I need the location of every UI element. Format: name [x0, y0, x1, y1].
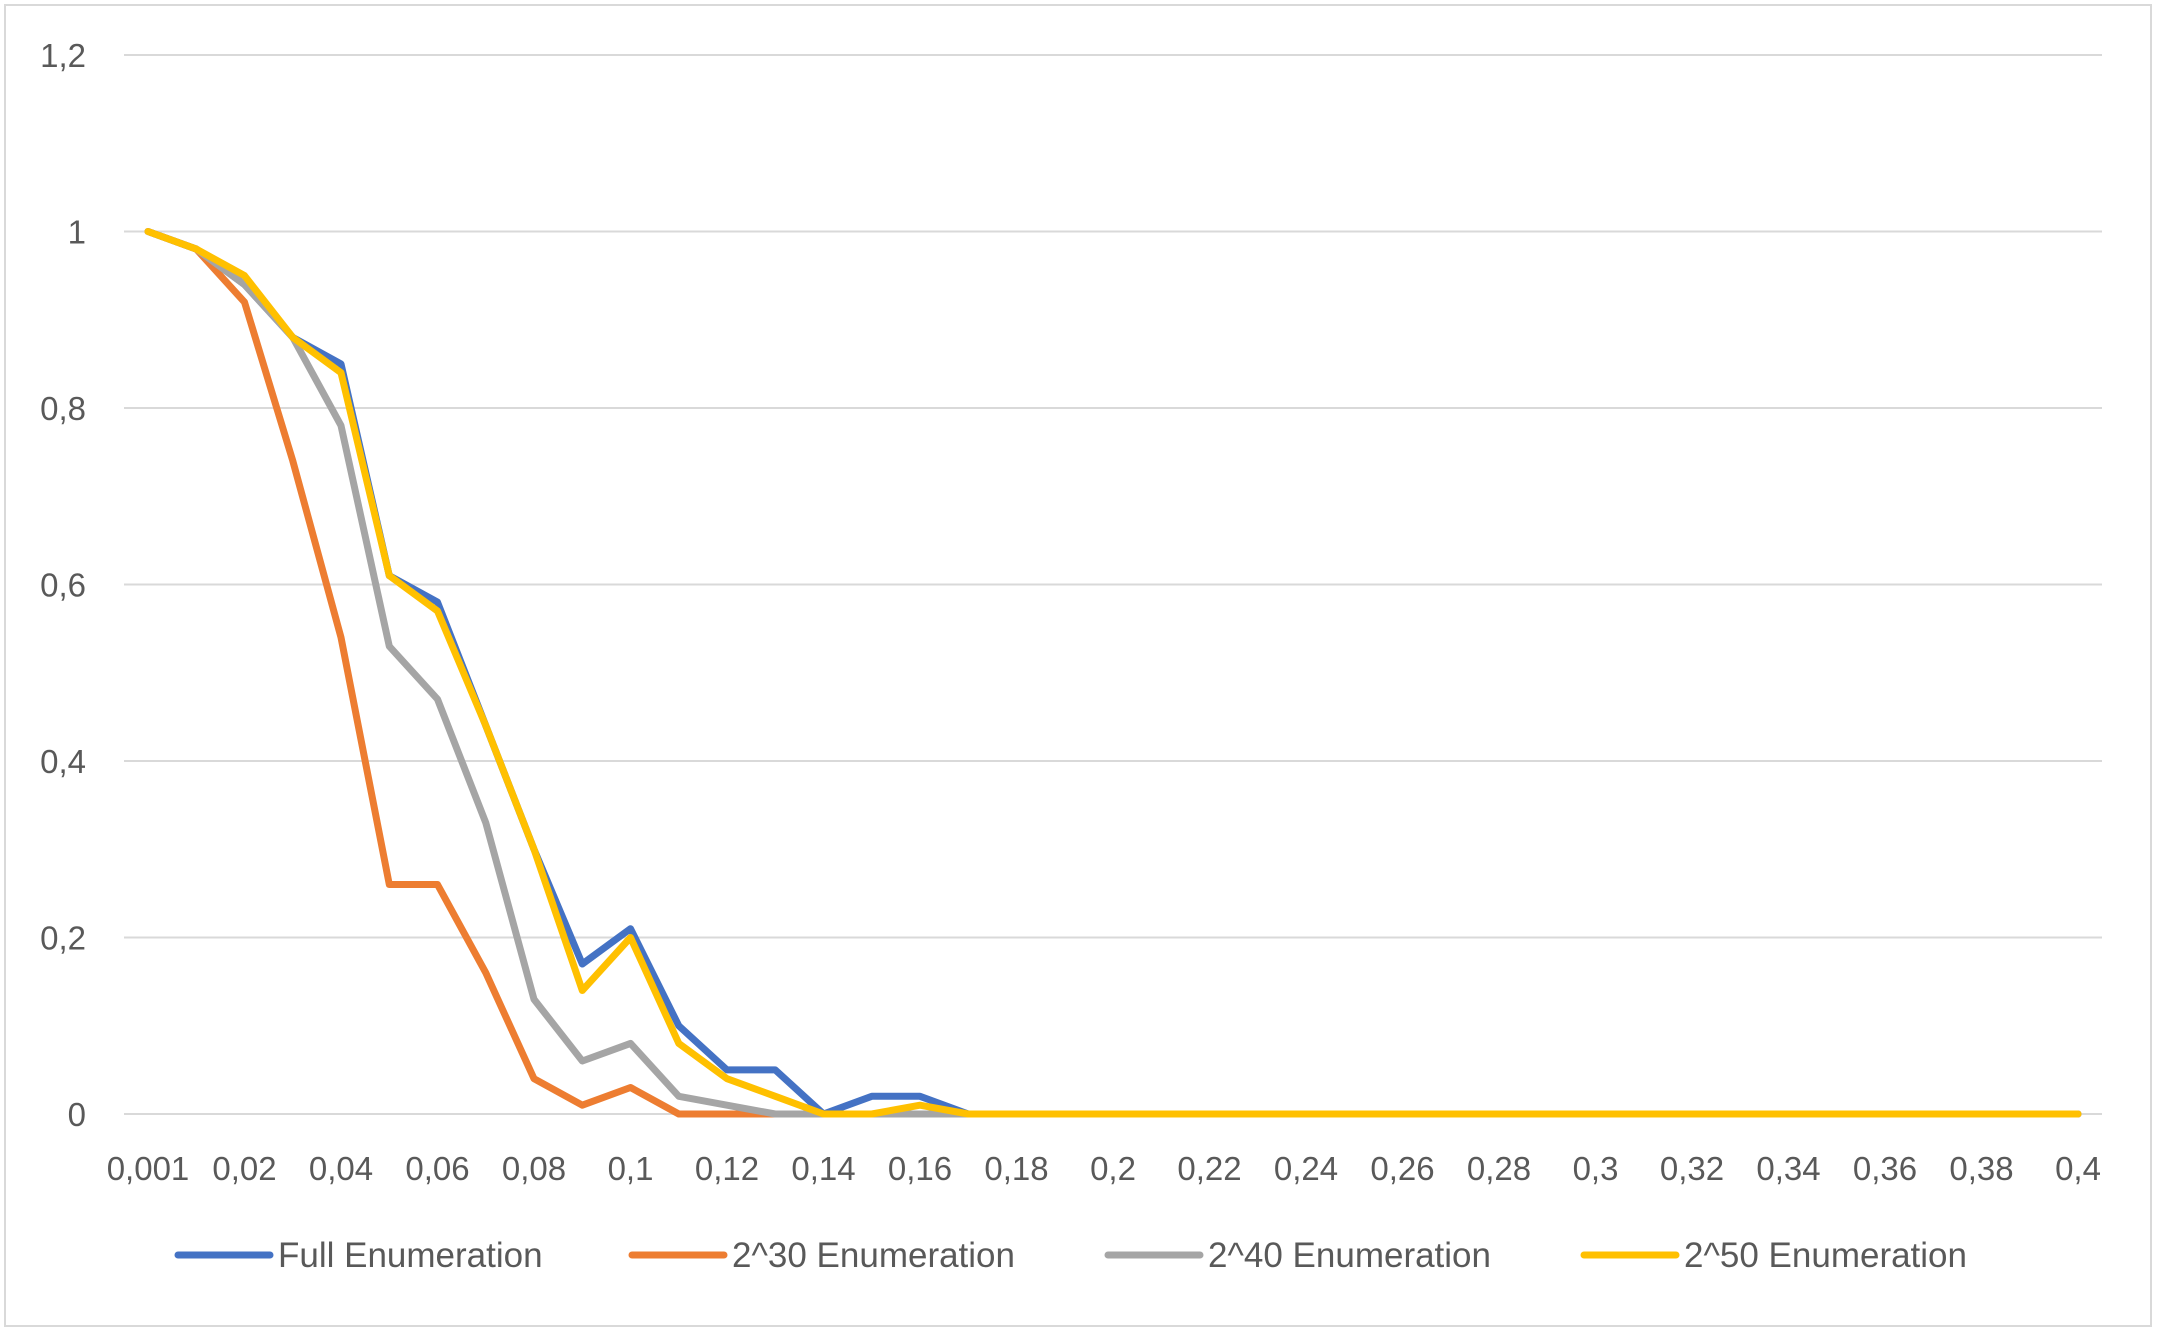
- x-tick-label: 0,32: [1660, 1150, 1724, 1187]
- series-line-full-enumeration: [144, 228, 2082, 1118]
- x-tick-label: 0,38: [1949, 1150, 2013, 1187]
- y-tick-label: 0,4: [40, 743, 86, 780]
- x-tick-label: 0,26: [1370, 1150, 1434, 1187]
- x-tick-label: 0,2: [1090, 1150, 1136, 1187]
- y-tick-label: 0,2: [40, 920, 86, 957]
- gridlines: [124, 54, 2102, 1115]
- series-line-2-40-enumeration: [144, 228, 2082, 1118]
- y-tick-label: 0,6: [40, 567, 86, 604]
- x-tick-label: 0,16: [888, 1150, 952, 1187]
- legend: Full Enumeration 2^30 Enumeration 2^40 Enu…: [174, 1236, 1967, 1275]
- x-tick-label: 0,001: [107, 1150, 190, 1187]
- legend-label: 2^30 Enumeration: [732, 1236, 1015, 1275]
- x-tick-label: 0,18: [984, 1150, 1048, 1187]
- x-tick-label: 0,3: [1573, 1150, 1619, 1187]
- chart-frame: [4, 4, 2152, 1327]
- x-tick-label: 0,02: [212, 1150, 276, 1187]
- x-axis-ticks: 0,001 0,02 0,04 0,06 0,08 0,1 0,12 0,14 0,16 0,18…: [107, 1150, 2101, 1187]
- x-tick-label: 0,36: [1853, 1150, 1917, 1187]
- y-tick-label: 0: [68, 1096, 86, 1133]
- series-line-2-50-enumeration: [144, 228, 2082, 1118]
- x-tick-label: 0,06: [405, 1150, 469, 1187]
- x-tick-label: 0,24: [1274, 1150, 1338, 1187]
- y-tick-label: 1: [68, 214, 86, 251]
- x-tick-label: 0,08: [502, 1150, 566, 1187]
- x-tick-label: 0,28: [1467, 1150, 1531, 1187]
- x-tick-label: 0,4: [2055, 1150, 2101, 1187]
- y-axis-ticks: 0 0,2 0,4 0,6 0,8 1 1,2: [40, 37, 86, 1133]
- series-lines: [144, 228, 2082, 1118]
- series-line-2-30-enumeration: [144, 228, 2082, 1118]
- x-tick-label: 0,34: [1756, 1150, 1820, 1187]
- y-tick-label: 0,8: [40, 390, 86, 427]
- legend-label: Full Enumeration: [278, 1236, 543, 1275]
- x-tick-label: 0,1: [608, 1150, 654, 1187]
- x-tick-label: 0,12: [695, 1150, 759, 1187]
- legend-label: 2^50 Enumeration: [1684, 1236, 1967, 1275]
- x-tick-label: 0,22: [1177, 1150, 1241, 1187]
- y-tick-label: 1,2: [40, 37, 86, 74]
- x-tick-label: 0,04: [309, 1150, 373, 1187]
- x-tick-label: 0,14: [791, 1150, 855, 1187]
- legend-label: 2^40 Enumeration: [1208, 1236, 1491, 1275]
